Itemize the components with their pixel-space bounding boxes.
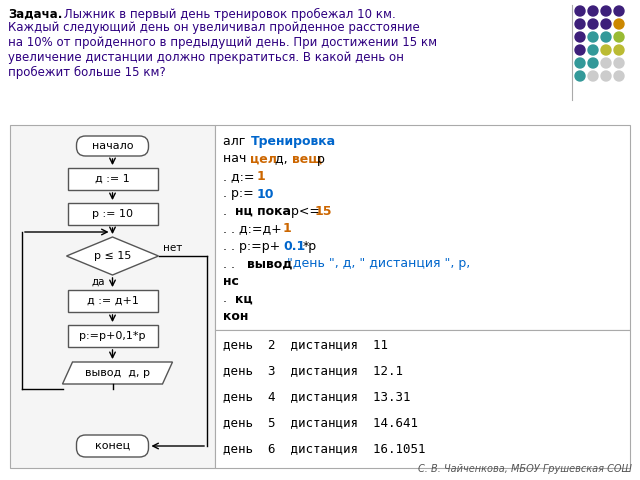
Text: р ≤ 15: р ≤ 15 [94, 251, 131, 261]
Text: . д:=: . д:= [223, 170, 255, 183]
FancyBboxPatch shape [77, 136, 148, 156]
Text: р:=р+0,1*р: р:=р+0,1*р [79, 331, 146, 341]
Text: кц: кц [235, 292, 253, 305]
FancyBboxPatch shape [10, 125, 215, 468]
Circle shape [575, 71, 585, 81]
Text: С. В. Чайченкова, МБОУ Грушевская СОШ: С. В. Чайченкова, МБОУ Грушевская СОШ [418, 464, 632, 474]
Text: да: да [92, 277, 105, 287]
Circle shape [614, 6, 624, 16]
Text: 10: 10 [257, 188, 275, 201]
Text: 1: 1 [283, 223, 292, 236]
Polygon shape [63, 362, 173, 384]
Bar [67, 290, 157, 312]
Circle shape [588, 58, 598, 68]
Text: Задача.: Задача. [8, 8, 62, 21]
Text: начало: начало [92, 141, 133, 151]
Text: 0.1: 0.1 [283, 240, 305, 253]
Circle shape [601, 71, 611, 81]
Circle shape [614, 58, 624, 68]
Text: вывод: вывод [247, 257, 292, 271]
Circle shape [601, 6, 611, 16]
Text: алг: алг [223, 135, 253, 148]
Text: день  5  дистанция  14.641: день 5 дистанция 14.641 [223, 416, 418, 429]
Bar [67, 203, 157, 225]
Text: д := д+1: д := д+1 [86, 296, 138, 306]
Text: кон: кон [223, 310, 248, 323]
Text: д,: д, [271, 153, 292, 166]
Text: день  4  дистанция  13.31: день 4 дистанция 13.31 [223, 390, 410, 403]
Text: "день ", д, " дистанция ", р,: "день ", д, " дистанция ", р, [283, 257, 470, 271]
Circle shape [614, 45, 624, 55]
Text: день  2  дистанция  11: день 2 дистанция 11 [223, 338, 388, 351]
Circle shape [614, 71, 624, 81]
Text: Лыжник в первый день тренировок пробежал 10 км.: Лыжник в первый день тренировок пробежал… [60, 8, 396, 21]
Circle shape [588, 71, 598, 81]
Circle shape [575, 45, 585, 55]
Circle shape [575, 6, 585, 16]
Circle shape [588, 32, 598, 42]
Text: .: . [223, 292, 231, 305]
Text: р := 10: р := 10 [92, 209, 133, 219]
Circle shape [601, 58, 611, 68]
Text: нет: нет [163, 243, 182, 253]
Circle shape [588, 6, 598, 16]
Circle shape [575, 19, 585, 29]
Text: . . р:=р+: . . р:=р+ [223, 240, 280, 253]
Text: р<=: р<= [287, 205, 320, 218]
Text: конец: конец [95, 441, 130, 451]
Circle shape [601, 45, 611, 55]
Bar [67, 325, 157, 347]
Circle shape [601, 32, 611, 42]
Circle shape [588, 45, 598, 55]
Text: день  3  дистанция  12.1: день 3 дистанция 12.1 [223, 364, 403, 377]
Text: . р:=: . р:= [223, 188, 253, 201]
Circle shape [601, 19, 611, 29]
Text: нс: нс [223, 275, 239, 288]
Circle shape [614, 32, 624, 42]
Text: 1: 1 [257, 170, 266, 183]
Bar [215, 330, 630, 468]
Text: Каждый следующий день он увеличивал пройденное расстояние
на 10% от пройденного : Каждый следующий день он увеличивал прой… [8, 21, 437, 79]
Circle shape [588, 19, 598, 29]
Text: цел: цел [250, 153, 277, 166]
Circle shape [575, 32, 585, 42]
Text: *р: *р [303, 240, 317, 253]
Text: вещ: вещ [292, 153, 322, 166]
Text: .: . [223, 205, 231, 218]
Bar [215, 125, 630, 330]
Text: . .: . . [223, 257, 239, 271]
Bar [67, 168, 157, 190]
Text: вывод  д, р: вывод д, р [85, 368, 150, 378]
Text: 15: 15 [315, 205, 333, 218]
Text: Тренировка: Тренировка [251, 135, 336, 148]
Circle shape [575, 58, 585, 68]
Circle shape [614, 19, 624, 29]
Text: нц пока: нц пока [235, 205, 291, 218]
Text: р: р [313, 153, 325, 166]
Text: д := 1: д := 1 [95, 174, 130, 184]
Text: день  6  дистанция  16.1051: день 6 дистанция 16.1051 [223, 442, 426, 455]
Polygon shape [67, 237, 159, 275]
Text: нач: нач [223, 153, 250, 166]
FancyBboxPatch shape [77, 435, 148, 457]
Text: . . д:=д+: . . д:=д+ [223, 223, 282, 236]
